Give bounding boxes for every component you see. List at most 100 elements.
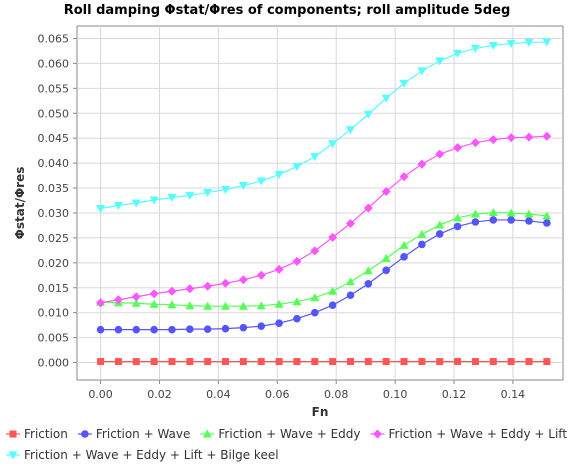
data-point [542,38,552,47]
data-point [435,57,445,66]
data-point [131,199,141,208]
data-point [96,204,106,213]
legend-label: Friction + Wave + Eddy + Lift [389,427,568,441]
x-tick-label: 0.08 [324,388,349,401]
y-tick-label: 0.055 [38,82,70,95]
data-point [470,44,480,53]
y-tick-label: 0.065 [38,32,70,45]
data-point [542,131,552,141]
legend-marker [373,429,382,439]
data-point [149,299,159,308]
data-point [543,219,551,227]
data-point [471,218,480,226]
data-point [417,159,427,169]
data-point [524,209,534,218]
data-point [257,322,266,330]
data-point [150,358,158,366]
data-point [167,286,177,296]
data-point [149,196,159,205]
legend-label: Friction + Wave [96,427,191,441]
y-tick-label: 0.005 [38,332,70,345]
legend: Friction Friction + Wave Friction + Wave +… [6,427,567,462]
data-point [149,289,159,299]
data-point [525,217,533,225]
data-point [524,132,534,142]
data-point [186,325,194,333]
data-point [114,325,123,334]
y-tick-label: 0.020 [38,257,70,270]
data-point [222,358,230,366]
data-point [506,133,516,143]
data-point [364,358,372,366]
data-point [435,220,445,229]
data-point [345,277,355,286]
data-point [293,358,301,366]
x-tick-label: 0.04 [206,388,231,401]
data-point [238,182,248,191]
data-point [221,278,231,288]
legend-marker [202,429,212,438]
data-point [381,253,391,262]
data-point [470,138,480,148]
series-4 [96,131,552,308]
data-point [400,253,408,261]
data-point [310,308,319,317]
data-point [256,301,266,310]
data-point [131,298,141,307]
data-point [238,275,248,285]
data-point [435,230,444,238]
data-point [96,298,106,308]
data-point [185,284,195,294]
series-line [100,211,547,307]
data-point [132,358,140,366]
data-point [417,67,427,76]
data-point [113,201,123,210]
series-line [100,41,547,210]
legend-label: Friction + Wave + Eddy [218,427,360,441]
data-point [471,358,479,366]
y-tick-label: 0.030 [38,207,70,220]
data-point [418,358,426,366]
data-point [221,301,231,310]
data-point [221,324,230,333]
data-point [310,153,320,162]
data-point [399,240,409,249]
data-point [204,358,212,366]
data-point [113,295,123,305]
series-3 [96,207,552,310]
y-tick-label: 0.045 [38,132,70,145]
legend-item: Friction + Wave + Eddy + Lift [370,427,568,441]
data-point [381,94,391,103]
data-point [310,293,320,302]
data-point [203,189,213,198]
y-axis-label: Φstat/Φres [13,167,27,240]
data-point [167,300,177,309]
y-tick-label: 0.010 [38,307,70,320]
data-point [221,186,231,195]
series-1 [97,358,551,366]
y-axis-ticks: 0.000 0.005 0.010 0.015 0.020 0.025 0.030 0.035… [38,32,77,370]
grid [77,26,563,380]
y-tick-label: 0.040 [38,157,70,170]
series-2 [96,216,551,334]
data-point [346,291,355,300]
y-tick-label: 0.000 [38,357,70,370]
data-point [542,211,552,220]
legend-item: Friction + Wave [77,427,191,441]
legend-item: Friction + Wave + Eddy + Lift + Bilge ke… [6,448,279,462]
data-point [239,323,248,332]
data-point [310,246,320,256]
data-point [382,358,390,366]
data-point [489,216,498,224]
data-point [454,358,462,366]
data-point [328,140,338,149]
data-point [382,266,390,275]
x-tick-label: 0.12 [442,388,467,401]
data-point [381,187,391,197]
data-point [274,171,284,180]
data-point [363,203,373,213]
data-point [507,216,515,224]
data-point [257,358,265,366]
data-point [131,292,141,302]
